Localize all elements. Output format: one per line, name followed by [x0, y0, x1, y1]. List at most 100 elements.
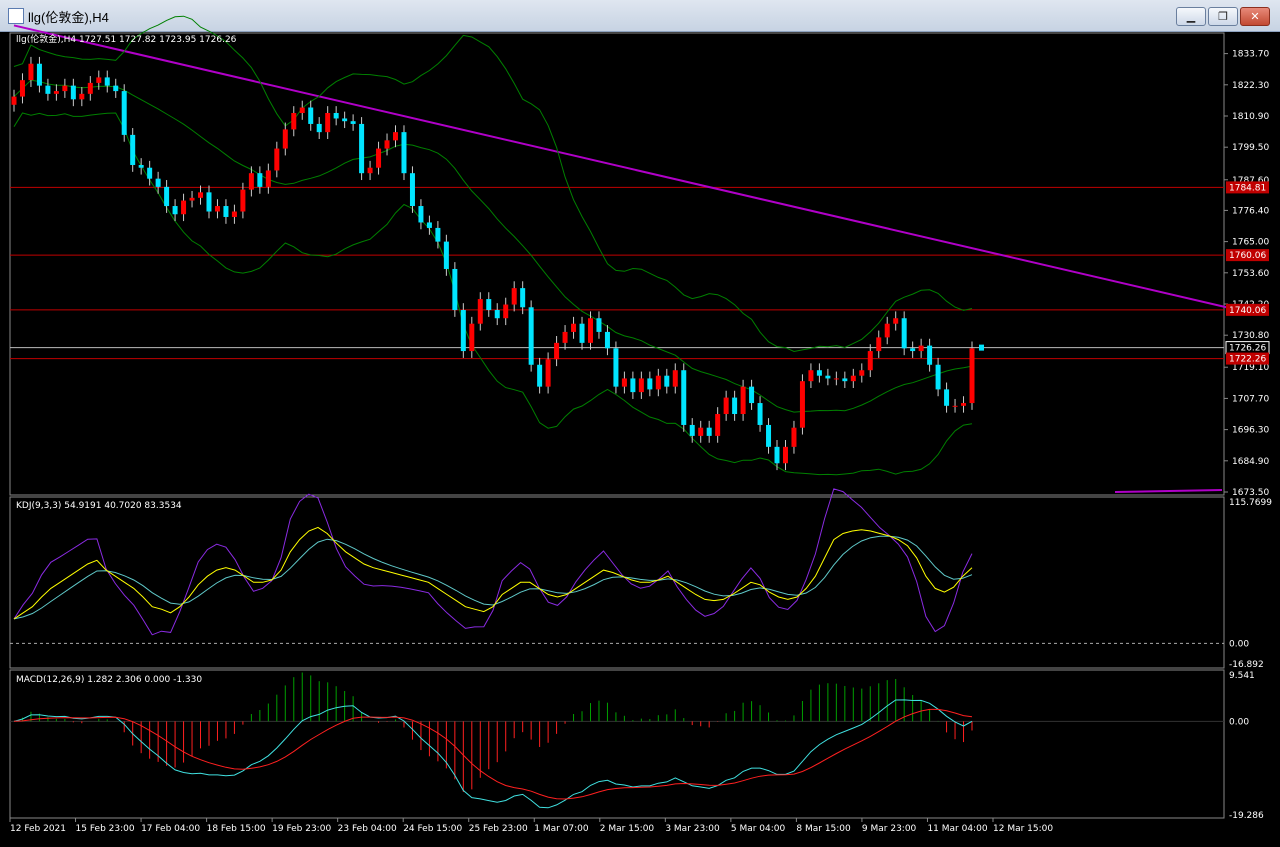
candle-bear[interactable]	[944, 389, 950, 406]
candle-bull[interactable]	[384, 140, 390, 149]
candle-bull[interactable]	[189, 197, 195, 201]
candle-bull[interactable]	[367, 167, 373, 174]
close-button[interactable]: ✕	[1240, 7, 1270, 26]
candle-bear[interactable]	[401, 132, 407, 174]
candle-bull[interactable]	[587, 318, 593, 343]
candle-bear[interactable]	[452, 268, 458, 311]
candle-bull[interactable]	[799, 381, 805, 428]
trendline[interactable]	[13, 24, 1227, 309]
candle-bear[interactable]	[70, 85, 76, 100]
candle-bear[interactable]	[537, 364, 543, 387]
candle-bear[interactable]	[45, 85, 51, 94]
candle-bear[interactable]	[842, 378, 848, 382]
candle-bull[interactable]	[867, 351, 873, 371]
candle-bull[interactable]	[850, 375, 856, 382]
candle-bear[interactable]	[308, 107, 314, 124]
candle-bear[interactable]	[494, 310, 500, 319]
candle-bull[interactable]	[782, 446, 788, 464]
candle-bear[interactable]	[749, 386, 755, 404]
candle-bear[interactable]	[435, 227, 441, 242]
candle-bull[interactable]	[715, 414, 721, 436]
candle-bull[interactable]	[87, 82, 93, 94]
candle-bull[interactable]	[740, 386, 746, 415]
candle-bull[interactable]	[265, 170, 271, 187]
candle-bear[interactable]	[460, 310, 466, 352]
candle-bear[interactable]	[223, 206, 229, 217]
candle-bull[interactable]	[240, 189, 246, 212]
minimize-button[interactable]: ▁	[1176, 7, 1206, 26]
candle-bear[interactable]	[104, 77, 110, 86]
candle-bear[interactable]	[164, 186, 170, 207]
candle-bear[interactable]	[443, 241, 449, 269]
restore-button[interactable]: ❐	[1208, 7, 1238, 26]
candle-bull[interactable]	[248, 173, 254, 190]
candle-bull[interactable]	[952, 405, 958, 407]
candle-bear[interactable]	[333, 112, 339, 119]
candle-bear[interactable]	[257, 173, 263, 187]
candle-bull[interactable]	[299, 107, 305, 113]
candle-bear[interactable]	[910, 348, 916, 352]
candle-bull[interactable]	[961, 403, 967, 406]
candle-bull[interactable]	[893, 318, 899, 324]
candle-bear[interactable]	[630, 378, 636, 393]
candle-bear[interactable]	[172, 206, 178, 215]
candle-bear[interactable]	[579, 323, 585, 343]
candle-bear[interactable]	[36, 63, 42, 86]
candle-bull[interactable]	[274, 148, 280, 171]
candle-bull[interactable]	[503, 304, 509, 319]
candle-bull[interactable]	[469, 323, 475, 352]
candle-bear[interactable]	[689, 424, 695, 436]
candle-bull[interactable]	[969, 348, 975, 404]
candle-bear[interactable]	[155, 178, 161, 187]
candle-bear[interactable]	[350, 121, 356, 124]
candle-bear[interactable]	[486, 299, 492, 311]
candle-bull[interactable]	[511, 288, 517, 305]
candle-bull[interactable]	[181, 200, 187, 215]
candle-bull[interactable]	[723, 397, 729, 415]
candle-bull[interactable]	[562, 331, 568, 343]
candle-bull[interactable]	[698, 427, 704, 436]
candle-bear[interactable]	[647, 378, 653, 390]
candle-bull[interactable]	[621, 378, 627, 387]
candle-bear[interactable]	[825, 375, 831, 379]
candle-bear[interactable]	[520, 288, 526, 308]
candle-bull[interactable]	[376, 148, 382, 168]
candle-bear[interactable]	[316, 123, 322, 133]
candle-bear[interactable]	[418, 206, 424, 223]
candle-bull[interactable]	[393, 132, 399, 141]
candle-bear[interactable]	[342, 118, 348, 122]
candle-bull[interactable]	[198, 192, 204, 198]
candle-bull[interactable]	[79, 93, 85, 100]
candle-bull[interactable]	[53, 91, 59, 94]
candle-bull[interactable]	[11, 96, 17, 105]
candle-bull[interactable]	[655, 375, 661, 390]
candle-bull[interactable]	[638, 378, 644, 393]
candle-bull[interactable]	[672, 370, 678, 387]
candle-bear[interactable]	[426, 222, 432, 228]
candle-bull[interactable]	[859, 370, 865, 376]
candle-current[interactable]	[979, 344, 984, 351]
candle-bull[interactable]	[884, 323, 890, 338]
candle-bear[interactable]	[130, 134, 136, 165]
candle-bear[interactable]	[901, 318, 907, 349]
trendline-short[interactable]	[1114, 489, 1223, 493]
candle-bear[interactable]	[206, 192, 212, 212]
candle-bear[interactable]	[409, 173, 415, 207]
candle-bull[interactable]	[19, 80, 25, 97]
candle-bear[interactable]	[596, 318, 602, 332]
candle-bull[interactable]	[477, 299, 483, 324]
candle-bull[interactable]	[28, 63, 34, 81]
candle-bull[interactable]	[231, 211, 237, 217]
candle-bull[interactable]	[791, 427, 797, 447]
candle-bull[interactable]	[876, 337, 882, 352]
candle-bear[interactable]	[732, 397, 738, 415]
candle-bull[interactable]	[96, 77, 102, 83]
candle-bull[interactable]	[214, 206, 220, 212]
candle-bear[interactable]	[604, 331, 610, 349]
candle-bull[interactable]	[291, 112, 297, 130]
candle-bear[interactable]	[757, 403, 763, 425]
candle-bull[interactable]	[325, 112, 331, 133]
candle-bear[interactable]	[664, 375, 670, 387]
candle-bear[interactable]	[774, 446, 780, 464]
